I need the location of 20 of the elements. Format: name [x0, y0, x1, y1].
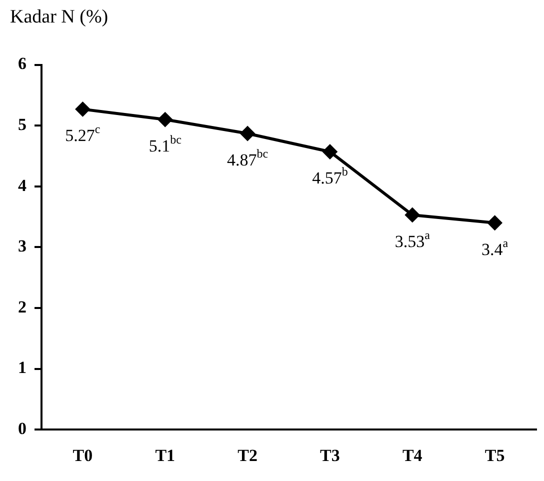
y-axis-title: Kadar N (%) [10, 6, 108, 28]
y-tick-label: 0 [18, 418, 26, 438]
y-tick-label: 4 [18, 176, 27, 195]
x-tick-label: T4 [402, 446, 423, 466]
x-tick-label: T5 [484, 446, 505, 466]
x-tick-label: T2 [238, 446, 258, 466]
point [158, 112, 173, 128]
y-tick-label: 5 [18, 114, 26, 134]
point [322, 144, 338, 160]
y-tick-label: 6 [18, 54, 26, 74]
x-tick-label: T0 [72, 446, 93, 466]
point [404, 207, 420, 222]
y-tick-label: 2 [18, 297, 26, 316]
point [487, 215, 502, 230]
x-tick-label: T3 [320, 446, 340, 466]
point [240, 126, 256, 142]
y-tick-label: 3 [18, 236, 26, 256]
point [75, 102, 90, 117]
x-tick-label: T1 [155, 446, 176, 466]
y-tick-label: 1 [18, 358, 26, 378]
